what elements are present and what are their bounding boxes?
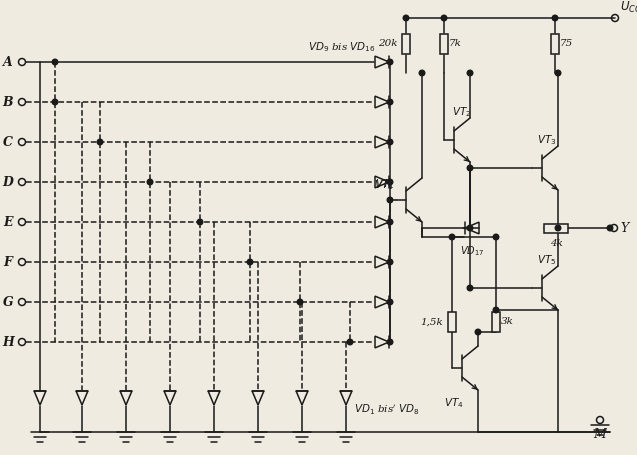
Text: $VT_3$: $VT_3$ xyxy=(537,133,557,147)
Circle shape xyxy=(493,234,499,240)
Circle shape xyxy=(449,234,455,240)
Circle shape xyxy=(387,197,393,203)
Text: $VT_1$: $VT_1$ xyxy=(373,178,393,192)
Circle shape xyxy=(52,99,58,105)
Circle shape xyxy=(387,59,393,65)
Bar xyxy=(440,34,448,54)
Text: Y: Y xyxy=(620,222,628,234)
Text: 75: 75 xyxy=(560,40,573,49)
Circle shape xyxy=(97,139,103,145)
Circle shape xyxy=(52,59,58,65)
Circle shape xyxy=(467,285,473,291)
Circle shape xyxy=(555,70,561,76)
Circle shape xyxy=(607,225,613,231)
Text: H: H xyxy=(2,335,14,349)
Text: D: D xyxy=(3,176,13,188)
Bar xyxy=(448,312,456,332)
Circle shape xyxy=(387,299,393,305)
Circle shape xyxy=(387,139,393,145)
Circle shape xyxy=(387,179,393,185)
Text: 20k: 20k xyxy=(378,40,397,49)
Text: $U_{CC}$: $U_{CC}$ xyxy=(620,0,637,15)
Circle shape xyxy=(419,70,425,76)
Text: $VT_1$: $VT_1$ xyxy=(375,177,394,191)
Circle shape xyxy=(197,219,203,225)
Text: 4k: 4k xyxy=(550,239,562,248)
Bar xyxy=(544,223,568,233)
Text: 3k: 3k xyxy=(501,318,514,327)
Text: $VT_4$: $VT_4$ xyxy=(444,396,464,410)
Circle shape xyxy=(493,307,499,313)
Text: 1,5k: 1,5k xyxy=(420,318,443,327)
Text: C: C xyxy=(3,136,13,148)
Circle shape xyxy=(387,259,393,265)
Text: M: M xyxy=(594,428,606,441)
Text: $VD_1$ bis$^{\prime}$ $VD_8$: $VD_1$ bis$^{\prime}$ $VD_8$ xyxy=(354,403,420,417)
Circle shape xyxy=(147,179,153,185)
Circle shape xyxy=(247,259,253,265)
Text: F: F xyxy=(4,256,13,268)
Circle shape xyxy=(467,70,473,76)
Circle shape xyxy=(555,225,561,231)
Circle shape xyxy=(387,99,393,105)
Text: $VT_2$: $VT_2$ xyxy=(452,105,471,119)
Text: G: G xyxy=(3,295,13,308)
Circle shape xyxy=(475,329,481,335)
Circle shape xyxy=(552,15,558,21)
Bar xyxy=(402,34,410,54)
Text: $VD_{17}$: $VD_{17}$ xyxy=(460,244,484,258)
Circle shape xyxy=(387,339,393,345)
Text: $VT_5$: $VT_5$ xyxy=(537,253,556,267)
Circle shape xyxy=(467,165,473,171)
Bar xyxy=(551,34,559,54)
Text: E: E xyxy=(3,216,13,228)
Circle shape xyxy=(347,339,353,345)
Circle shape xyxy=(387,219,393,225)
Circle shape xyxy=(403,15,409,21)
Circle shape xyxy=(297,299,303,305)
Circle shape xyxy=(467,225,473,231)
Text: A: A xyxy=(3,56,13,69)
Circle shape xyxy=(441,15,447,21)
Bar xyxy=(492,312,500,332)
Text: $VD_9$ bis $VD_{16}$: $VD_9$ bis $VD_{16}$ xyxy=(308,40,376,54)
Text: B: B xyxy=(3,96,13,108)
Text: 7k: 7k xyxy=(449,40,462,49)
